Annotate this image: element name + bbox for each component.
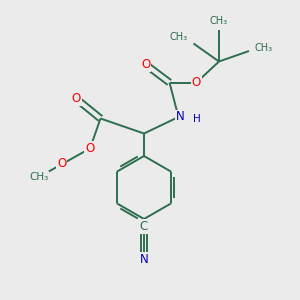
Text: O: O — [192, 76, 201, 89]
Text: O: O — [72, 92, 81, 106]
Text: CH₃: CH₃ — [210, 16, 228, 26]
Text: CH₃: CH₃ — [169, 32, 188, 43]
Text: N: N — [140, 253, 148, 266]
Text: CH₃: CH₃ — [255, 43, 273, 53]
Text: O: O — [85, 142, 94, 155]
Text: O: O — [57, 157, 66, 170]
Text: H: H — [193, 114, 201, 124]
Text: C: C — [140, 220, 148, 233]
Text: O: O — [141, 58, 150, 71]
Text: CH₃: CH₃ — [29, 172, 49, 182]
Text: N: N — [176, 110, 184, 124]
